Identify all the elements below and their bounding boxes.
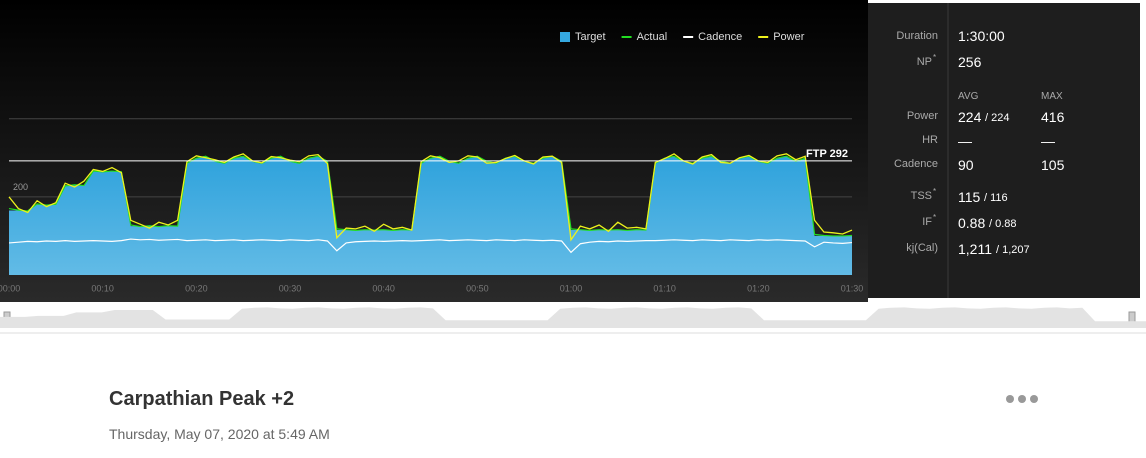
stat-mark: * (933, 187, 937, 196)
target-area (9, 155, 852, 275)
legend-label: Target (575, 31, 606, 43)
x-tick-label: 00:20 (185, 283, 208, 293)
stat-avg: 90 (958, 157, 974, 173)
legend-label: Actual (637, 31, 668, 43)
workout-title: Carpathian Peak +2 (109, 388, 295, 410)
chart: 00:00 00:10 00:20 00:30 00:40 00:50 01:00 01:10… (0, 0, 1146, 335)
x-tick-label: 00:50 (466, 283, 489, 293)
legend-label: Power (773, 31, 805, 43)
stat-value: 1:30:00 (958, 28, 1005, 44)
stat-max: — (1041, 133, 1055, 149)
stat-avg: — (958, 133, 972, 149)
x-tick-label: 01:20 (747, 283, 770, 293)
x-tick-label: 00:00 (0, 283, 20, 293)
actual-line (8, 155, 853, 237)
stat-target: / 1,207 (996, 244, 1030, 256)
overview-area (0, 307, 1146, 328)
x-tick-label: 00:40 (372, 283, 395, 293)
legend-label: Cadence (698, 31, 742, 43)
legend-swatch (560, 32, 570, 42)
y-tick-label: 200 (13, 182, 28, 192)
stat-target: / 0.88 (989, 218, 1017, 230)
stat-mark: * (933, 53, 937, 62)
stat-mark: * (933, 213, 937, 222)
stat-label: NP (916, 56, 932, 68)
more-menu[interactable] (1004, 392, 1044, 406)
stat-label: Power (906, 110, 938, 122)
column-header: MAX (1041, 91, 1063, 102)
stat-avg: 224 (958, 109, 982, 125)
stat-label: IF (922, 216, 932, 228)
stat-value: 115 (958, 189, 981, 205)
workout-date: Thursday, May 07, 2020 at 5:49 AM (109, 426, 330, 442)
stat-label: kj(Cal) (906, 242, 938, 254)
stat-max: 416 (1041, 109, 1065, 125)
stat-target: / 224 (985, 112, 1010, 124)
stat-value: 0.88 (958, 215, 986, 231)
stats-panel (868, 3, 1140, 298)
x-tick-label: 00:10 (91, 283, 114, 293)
stat-label: HR (922, 134, 938, 146)
x-tick-label: 01:10 (653, 283, 676, 293)
x-tick-label: 01:00 (560, 283, 583, 293)
power-line (8, 153, 853, 242)
column-header: AVG (958, 91, 979, 102)
stat-target: / 116 (984, 192, 1008, 204)
stat-label: Cadence (893, 158, 938, 170)
ftp-label: FTP 292 (806, 148, 848, 160)
stat-max: 105 (1041, 157, 1065, 173)
x-tick-label: 01:30 (841, 283, 864, 293)
cadence-line (8, 238, 853, 254)
stat-label: TSS (910, 190, 932, 202)
stat-label: Duration (896, 30, 938, 42)
x-tick-label: 00:30 (279, 283, 302, 293)
stat-value: 1,211 (958, 241, 992, 257)
stat-value: 256 (958, 54, 982, 70)
